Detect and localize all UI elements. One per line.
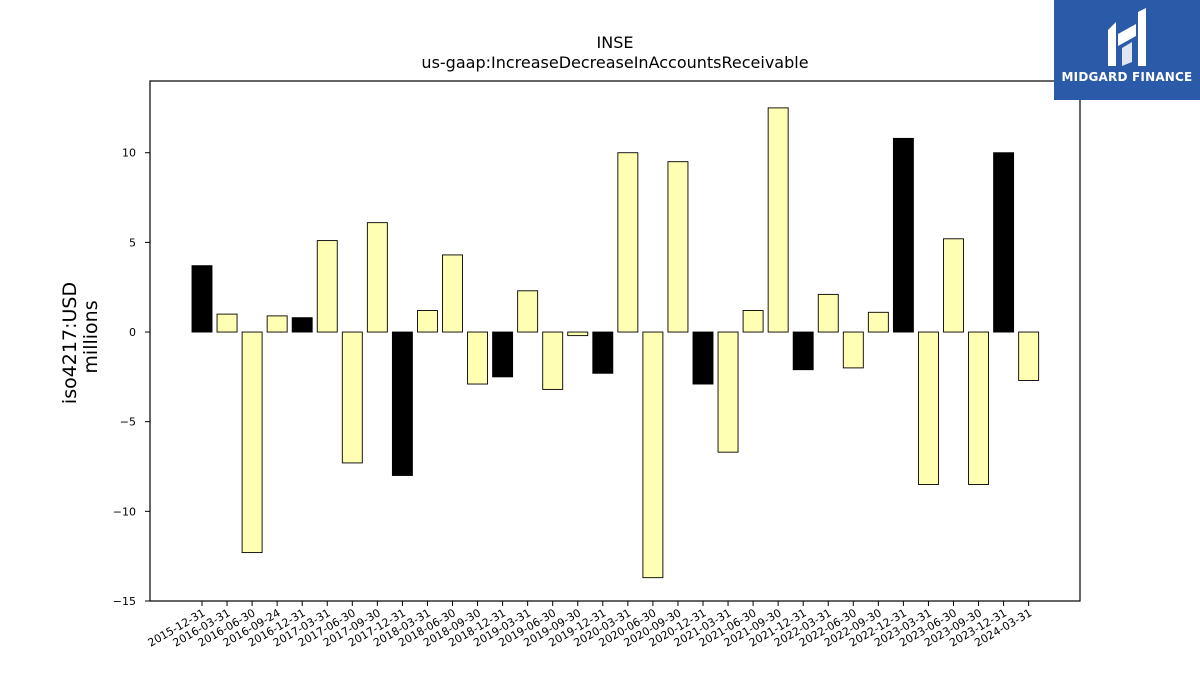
bar-2022-06-30 bbox=[842, 331, 864, 369]
y-axis-label: iso4217:USD bbox=[59, 282, 81, 404]
bar-2019-12-31 bbox=[592, 331, 614, 374]
x-axis: 2015-12-312016-03-312016-06-302016-09-24… bbox=[146, 601, 1034, 650]
bar-2022-12-31 bbox=[892, 137, 914, 333]
bar-2017-09-30 bbox=[366, 222, 388, 333]
bar-2023-12-31 bbox=[993, 152, 1015, 333]
bar-2015-12-31 bbox=[191, 265, 213, 333]
bar-2023-09-30 bbox=[968, 331, 989, 485]
logo-mark-icon bbox=[1108, 8, 1146, 66]
bar-2019-06-30 bbox=[542, 331, 564, 390]
y-tick-label: 10 bbox=[122, 147, 136, 160]
bar-2016-09-24 bbox=[266, 315, 288, 333]
bar-2022-09-30 bbox=[867, 311, 889, 333]
y-tick-label: −5 bbox=[120, 416, 136, 429]
y-tick-label: 0 bbox=[129, 326, 136, 339]
y-axis-label-units: millions bbox=[80, 300, 102, 373]
bar-2016-06-30 bbox=[241, 331, 263, 554]
bar-2017-12-31 bbox=[391, 331, 413, 476]
bar-2021-12-31 bbox=[792, 331, 814, 371]
y-axis: −15 −10 −5 0 5 10 bbox=[113, 147, 150, 608]
bar-2024-03-31 bbox=[1018, 331, 1040, 381]
bar-2018-06-30 bbox=[442, 254, 463, 333]
bar-2023-06-30 bbox=[943, 238, 964, 333]
bar-2018-12-31 bbox=[492, 331, 514, 378]
bar-2020-09-30 bbox=[667, 161, 689, 333]
bar-2023-03-31 bbox=[918, 331, 939, 485]
chart-title: INSE bbox=[597, 33, 634, 52]
bar-2021-09-30 bbox=[767, 107, 789, 333]
bar-2016-12-31 bbox=[291, 317, 313, 333]
bar-2021-06-30 bbox=[742, 310, 764, 333]
bar-2020-06-30 bbox=[642, 331, 664, 579]
bar-2016-03-31 bbox=[216, 313, 238, 333]
bar-2019-03-31 bbox=[517, 290, 539, 333]
y-tick-label: −10 bbox=[113, 505, 136, 518]
y-tick-label: 5 bbox=[129, 236, 136, 249]
logo-text: MIDGARD FINANCE bbox=[1061, 70, 1193, 84]
bars-group bbox=[191, 107, 1040, 579]
plot-frame bbox=[149, 80, 1081, 602]
brand-logo: MIDGARD FINANCE bbox=[1054, 0, 1200, 100]
bar-2022-03-31 bbox=[817, 293, 839, 333]
bar-2018-09-30 bbox=[467, 331, 488, 385]
bar-2017-03-31 bbox=[316, 240, 338, 333]
bar-2018-03-31 bbox=[417, 310, 438, 333]
bar-2017-06-30 bbox=[341, 331, 363, 464]
bar-2021-03-31 bbox=[717, 331, 739, 453]
chart-subtitle: us-gaap:IncreaseDecreaseInAccountsReceiv… bbox=[421, 53, 808, 72]
bar-2019-09-30 bbox=[567, 331, 589, 337]
bar-2020-03-31 bbox=[617, 152, 639, 333]
y-tick-label: −15 bbox=[113, 595, 136, 608]
bar-2020-12-31 bbox=[692, 331, 714, 385]
